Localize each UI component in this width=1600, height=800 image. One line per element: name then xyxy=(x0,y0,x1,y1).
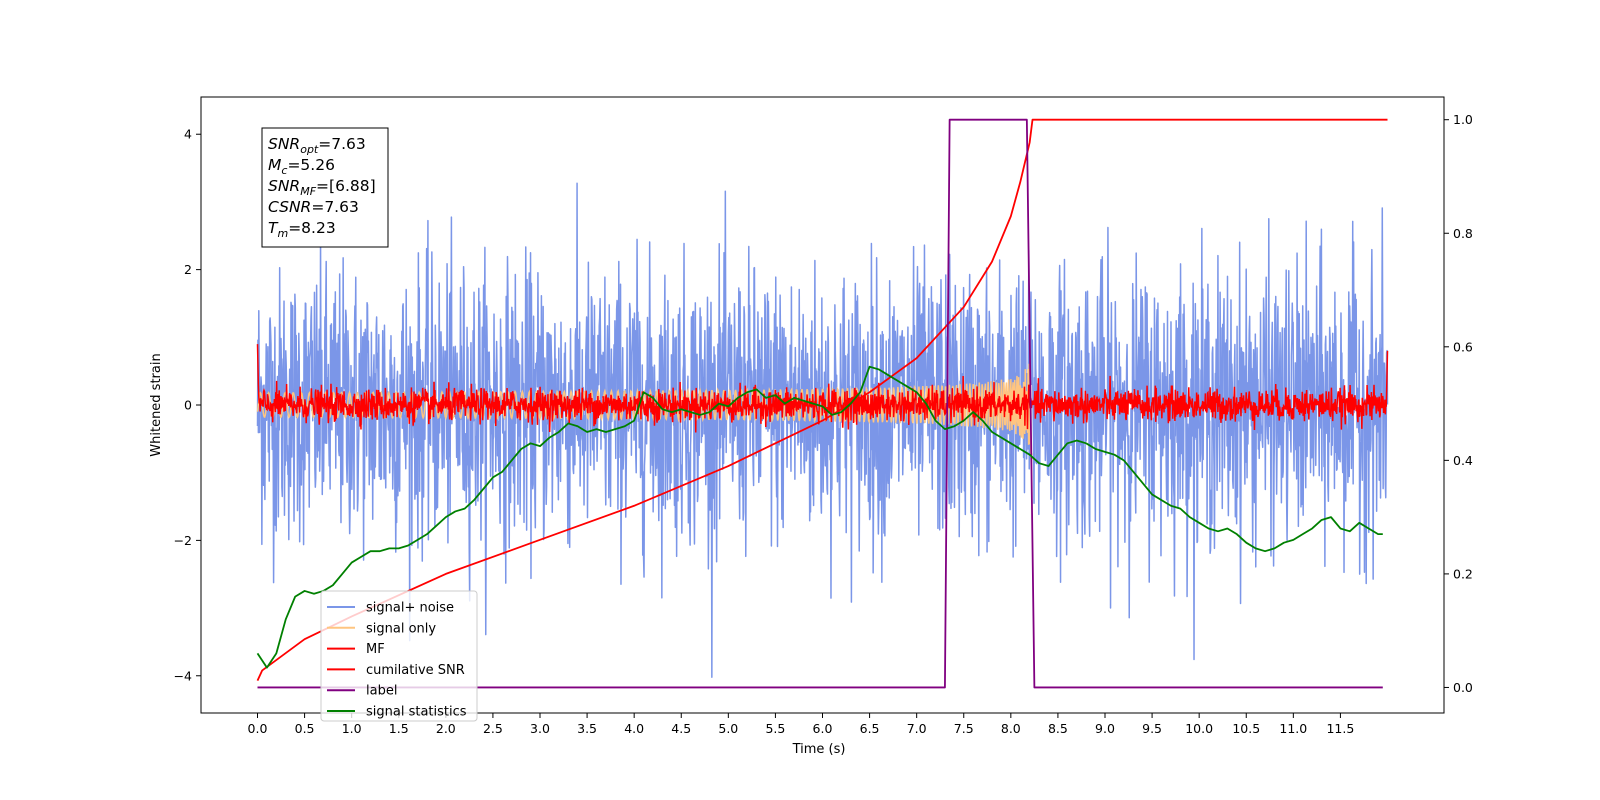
legend-label: MF xyxy=(366,642,385,657)
x-tick-label: 4.0 xyxy=(624,721,644,736)
x-tick-label: 8.0 xyxy=(1001,721,1021,736)
info-box-frame xyxy=(261,127,389,248)
x-tick-label: 11.0 xyxy=(1279,721,1307,736)
legend-label: signal statistics xyxy=(366,705,467,720)
x-tick-label: 10.5 xyxy=(1232,721,1260,736)
x-tick-label: 10.0 xyxy=(1185,721,1213,736)
x-tick-label: 5.0 xyxy=(718,721,738,736)
x-tick-label: 4.5 xyxy=(671,721,691,736)
y-tick-label: 0 xyxy=(184,398,192,413)
y-tick-label: −4 xyxy=(174,668,192,683)
info-line: CSNR=7.63 xyxy=(268,198,359,216)
legend-label: label xyxy=(366,684,397,699)
x-tick-label: 6.0 xyxy=(813,721,833,736)
series-mf xyxy=(256,344,1389,433)
x-tick-label: 11.5 xyxy=(1326,721,1354,736)
y2-tick-label: 0.6 xyxy=(1453,339,1473,354)
x-tick-label: 2.0 xyxy=(436,721,456,736)
info-line: SNRMF=[6.88] xyxy=(268,177,376,198)
y-axis-left: −4 −2 0 2 4 xyxy=(174,127,201,683)
x-tick-label: 0.5 xyxy=(295,721,315,736)
x-tick-label: 7.0 xyxy=(907,721,927,736)
x-axis: 0.0 0.5 1.0 1.5 2.0 2.5 3.0 3.5 4.0 4.5 5.0 5.5 6.0 6… xyxy=(248,713,1354,736)
y-axis-label: Whitened strain xyxy=(149,353,164,456)
legend-frame xyxy=(320,590,478,722)
info-line: Tm=8.23 xyxy=(268,219,336,240)
x-tick-label: 0.0 xyxy=(248,721,268,736)
x-tick-label: 3.5 xyxy=(577,721,597,736)
series-label xyxy=(257,118,1383,689)
y2-tick-label: 0.4 xyxy=(1453,453,1473,468)
y2-tick-label: 0.8 xyxy=(1453,226,1473,241)
x-tick-label: 9.0 xyxy=(1095,721,1115,736)
legend-label: cumilative SNR xyxy=(366,663,465,678)
info-line: Mc=5.26 xyxy=(268,156,335,177)
x-tick-label: 9.5 xyxy=(1142,721,1162,736)
y-tick-label: −2 xyxy=(174,533,192,548)
y2-tick-label: 1.0 xyxy=(1453,112,1473,127)
x-tick-label: 1.0 xyxy=(342,721,362,736)
legend: signal+ noise signal only MF cumilative SNR… xyxy=(320,590,478,722)
y2-tick-label: 0.0 xyxy=(1453,680,1473,695)
x-axis-label: Time (s) xyxy=(792,742,846,757)
legend-label: signal+ noise xyxy=(366,601,454,616)
x-tick-label: 5.5 xyxy=(765,721,785,736)
y-tick-label: 2 xyxy=(184,262,192,277)
y-tick-label: 4 xyxy=(184,127,192,142)
x-tick-label: 3.0 xyxy=(530,721,550,736)
legend-label: signal only xyxy=(366,621,436,636)
x-tick-label: 2.5 xyxy=(483,721,503,736)
x-tick-label: 6.5 xyxy=(860,721,880,736)
x-tick-label: 7.5 xyxy=(954,721,974,736)
y-axis-right: 0.0 0.2 0.4 0.6 0.8 1.0 xyxy=(1444,112,1473,695)
x-tick-label: 8.5 xyxy=(1048,721,1068,736)
x-tick-label: 1.5 xyxy=(389,721,409,736)
y2-tick-label: 0.2 xyxy=(1453,566,1473,581)
series-signal-statistics xyxy=(256,365,1383,669)
info-line: SNRopt=7.63 xyxy=(268,135,366,156)
